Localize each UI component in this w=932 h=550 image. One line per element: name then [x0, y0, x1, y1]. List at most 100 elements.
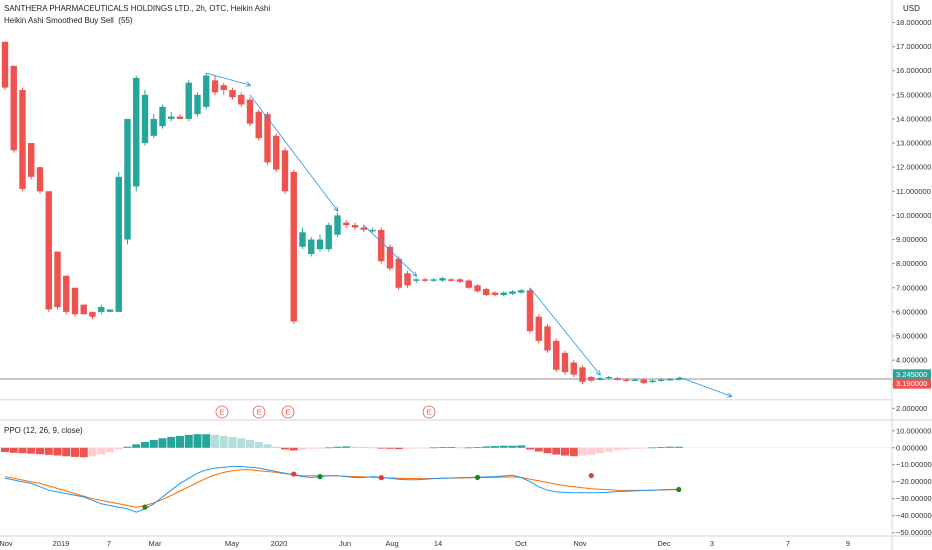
ppo-histogram-bar	[342, 446, 351, 448]
ppo-histogram-bar	[298, 447, 307, 450]
candle-body	[141, 94, 149, 144]
candle-body	[255, 111, 262, 139]
candle-body	[308, 239, 315, 254]
crossover-dot	[676, 486, 682, 493]
ppo-histogram-bar	[517, 445, 526, 448]
price-tick-label: 14.000000	[896, 114, 931, 123]
indicator-legend: Heikin Ashi Smoothed Buy Sell (55)	[4, 16, 133, 25]
candle-body	[246, 99, 254, 124]
ppo-histogram-bar	[44, 447, 53, 455]
candle-body	[71, 287, 79, 315]
candle-body	[483, 288, 490, 295]
ppo-histogram-bar	[456, 447, 464, 449]
last-price-label: 3.245000	[896, 370, 927, 379]
candle-body	[176, 116, 184, 119]
trend-arrow	[206, 72, 250, 85]
candle-body	[465, 280, 472, 288]
indicator-name: Heikin Ashi Smoothed Buy Sell	[4, 16, 114, 25]
ppo-legend: PPO (12, 26, 9, close)	[4, 426, 83, 435]
candle-body	[299, 232, 306, 247]
ppo-histogram-bar	[219, 435, 228, 448]
ppo-histogram-bar	[53, 447, 62, 456]
candle-body	[63, 275, 70, 312]
ppo-histogram-bar	[324, 447, 333, 449]
ppo-histogram-bar	[254, 441, 263, 448]
candle-body	[211, 80, 219, 93]
candle-body	[614, 378, 621, 380]
candle-body	[106, 309, 114, 312]
candle-body	[203, 75, 210, 107]
crossover-dot	[588, 472, 594, 479]
ppo-histogram-bar	[386, 447, 394, 449]
ppo-histogram-bar	[333, 446, 342, 448]
candle-body	[124, 118, 131, 240]
ppo-histogram-bar	[368, 447, 377, 449]
candle-body	[360, 227, 367, 230]
candle-body	[1, 41, 9, 88]
candle-body	[386, 246, 394, 269]
ppo-histogram-bar	[62, 447, 71, 457]
earnings-marker-label: E	[286, 410, 291, 417]
earnings-marker: E	[281, 405, 295, 419]
ppo-histogram-bar	[403, 447, 412, 449]
x-axis-label: Aug	[385, 539, 398, 548]
ppo-histogram-bar	[631, 447, 639, 449]
price-tick-label: 15.000000	[896, 90, 931, 99]
candle-body	[238, 94, 245, 105]
price-tick-label: 4.000000	[896, 356, 927, 365]
ppo-histogram-bar	[88, 447, 97, 457]
candle-body	[553, 340, 560, 370]
candle-body	[413, 279, 420, 281]
candle-body	[343, 222, 350, 226]
crossover-dot	[378, 475, 384, 481]
candle-body	[623, 379, 630, 381]
last-price-tag	[893, 378, 931, 389]
ppo-histogram-bar	[176, 435, 184, 448]
candle-body	[631, 379, 639, 381]
ppo-histogram-bar	[114, 447, 123, 450]
ppo-histogram-bar	[272, 446, 281, 448]
candle-body	[133, 77, 140, 187]
candle-body	[351, 225, 359, 228]
ppo-tick-label: −20.000000	[896, 477, 932, 486]
ppo-histogram-bar	[359, 447, 368, 448]
trend-arrow	[678, 376, 732, 396]
candle-body	[264, 114, 271, 163]
candle-body	[421, 279, 429, 281]
ppo-histogram-bar	[534, 447, 543, 452]
candle-body	[596, 378, 604, 380]
candle-body	[675, 378, 682, 380]
ppo-histogram-bar	[464, 447, 473, 449]
earnings-marker: E	[422, 405, 436, 419]
price-tick-label: 13.000000	[896, 139, 931, 148]
candle-body	[98, 307, 105, 312]
ppo-histogram-bar	[158, 438, 167, 448]
ppo-histogram-bar	[184, 434, 193, 448]
candle-body	[579, 367, 586, 382]
ppo-histogram-bar	[587, 447, 596, 455]
candle-body	[509, 291, 516, 294]
candle-body	[404, 273, 411, 286]
ppo-histogram-bar	[499, 445, 508, 448]
candle-body	[194, 94, 201, 115]
price-tick-label: 7.000000	[896, 283, 927, 292]
candle-body	[316, 239, 324, 250]
x-axis-label: 9	[846, 539, 850, 548]
ppo-histogram-bar	[289, 447, 298, 451]
ppo-histogram-bar	[141, 441, 149, 448]
ppo-histogram-bar	[438, 447, 447, 448]
ppo-histogram-bar	[526, 447, 534, 450]
ppo-histogram-bar	[132, 444, 141, 448]
ppo-histogram-bar	[1, 447, 9, 452]
x-axis-label: 2020	[271, 539, 288, 548]
earnings-marker-circle	[422, 405, 436, 419]
candle-body	[535, 316, 542, 341]
candle-body	[220, 85, 227, 90]
candle-body	[89, 311, 96, 317]
x-axis-label: Dec	[657, 539, 671, 548]
ppo-histogram-bar	[473, 447, 482, 448]
earnings-marker-circle	[215, 405, 229, 419]
ppo-histogram-bar	[281, 447, 289, 450]
ppo-histogram-bar	[674, 446, 683, 448]
